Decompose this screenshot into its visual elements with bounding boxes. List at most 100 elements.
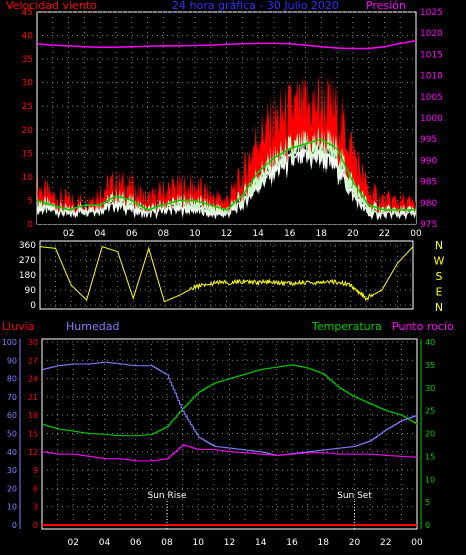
temperature-tick-label: 35 xyxy=(425,361,435,370)
time-tick-label: 18 xyxy=(318,538,330,548)
humidity-tick-label: 70 xyxy=(7,393,17,402)
dewpoint-line xyxy=(42,444,418,462)
wind-tick-label: 5 xyxy=(27,196,33,206)
temperature-tick-label: 40 xyxy=(425,338,435,347)
rain-tick-label: 24 xyxy=(28,375,38,384)
time-tick-label: 04 xyxy=(94,229,106,239)
humidity-tick-label: 10 xyxy=(7,503,17,512)
pressure-tick-label: 1000 xyxy=(420,114,443,124)
wind-time-axis: 02 04 06 08 10 12 14 16 18 20 22 00 xyxy=(63,229,422,239)
pressure-label: Presión xyxy=(366,0,406,12)
pressure-tick-label: 985 xyxy=(420,178,437,188)
wind-tick-label: 35 xyxy=(22,55,33,65)
direction-degree-axis: 0 90 180 270 360 xyxy=(19,241,36,311)
time-tick-label: 20 xyxy=(347,229,359,239)
humidity-tick-label: 90 xyxy=(7,356,17,365)
time-tick-label: 00 xyxy=(410,229,422,239)
direction-tick-label: 0 xyxy=(30,301,36,311)
humidity-tick-label: 50 xyxy=(7,430,17,439)
compass-label: S xyxy=(436,270,443,283)
humidity-tick-label: 30 xyxy=(7,466,17,475)
compass-label: N xyxy=(435,239,443,252)
pressure-tick-label: 995 xyxy=(420,135,437,145)
direction-panel-grid xyxy=(40,241,413,309)
pressure-tick-label: 1025 xyxy=(420,8,443,18)
wind-avg-line xyxy=(36,148,417,219)
temperature-tick-label: 25 xyxy=(425,407,435,416)
time-tick-label: 02 xyxy=(63,229,74,239)
time-tick-label: 12 xyxy=(224,538,235,548)
wind-tick-label: 15 xyxy=(22,149,33,159)
time-tick-label: 02 xyxy=(68,538,79,548)
rain-tick-label: 0 xyxy=(33,521,38,530)
time-tick-label: 10 xyxy=(189,229,201,239)
pressure-series xyxy=(36,40,417,50)
wind-tick-label: 30 xyxy=(22,79,34,89)
temperature-tick-label: 10 xyxy=(425,475,435,484)
wind-speed-axis: 0 5 10 15 20 25 30 35 40 45 xyxy=(22,8,34,230)
pressure-tick-label: 980 xyxy=(420,199,437,209)
sun-marker-label: Sun Rise xyxy=(148,491,187,501)
wind-speed-label: Velocidad viento xyxy=(6,0,97,12)
wind-avg-gap xyxy=(37,141,416,224)
direction-tick-label: 180 xyxy=(19,271,36,281)
wind-tick-label: 20 xyxy=(22,126,34,136)
temperature-tick-label: 0 xyxy=(425,521,430,530)
time-tick-label: 14 xyxy=(255,538,267,548)
rain-tick-label: 21 xyxy=(28,393,38,402)
direction-series xyxy=(39,246,414,303)
temp-time-axis: 02 04 06 08 10 12 14 16 18 20 22 00 xyxy=(68,538,423,548)
temperature-tick-label: 30 xyxy=(425,384,435,393)
time-tick-label: 20 xyxy=(349,538,361,548)
time-tick-label: 08 xyxy=(161,538,173,548)
time-tick-label: 06 xyxy=(126,229,138,239)
humidity-tick-label: 60 xyxy=(7,411,17,420)
wind-tick-label: 45 xyxy=(22,8,33,18)
wind-tick-label: 25 xyxy=(22,102,33,112)
wind-series xyxy=(36,73,417,224)
rain-axis: 0 3 6 9 12 15 18 21 24 27 30 xyxy=(28,338,38,530)
time-tick-label: 14 xyxy=(252,229,264,239)
humidity-axis: 0 10 20 30 40 50 60 70 80 90 100 xyxy=(2,338,21,530)
temperature-label: Temperatura xyxy=(311,320,382,333)
dewpoint-label: Punto rocío xyxy=(392,320,454,333)
rain-tick-label: 12 xyxy=(28,448,38,457)
pressure-line xyxy=(36,40,417,50)
rain-tick-label: 27 xyxy=(28,356,38,365)
humidity-tick-label: 40 xyxy=(7,448,17,457)
time-tick-label: 08 xyxy=(158,229,170,239)
temperature-tick-label: 15 xyxy=(425,452,435,461)
pressure-tick-label: 1010 xyxy=(420,72,443,82)
direction-line xyxy=(39,246,414,303)
sun-markers: Sun Rise Sun Set xyxy=(148,491,372,529)
time-tick-label: 22 xyxy=(379,229,390,239)
pressure-tick-label: 975 xyxy=(420,220,437,230)
time-tick-label: 16 xyxy=(284,229,296,239)
compass-label: W xyxy=(434,255,445,268)
sun-marker-label: Sun Set xyxy=(337,491,372,501)
humidity-tick-label: 100 xyxy=(2,338,17,347)
compass-label: E xyxy=(436,286,443,299)
temperature-tick-label: 20 xyxy=(425,430,435,439)
pressure-tick-label: 990 xyxy=(420,156,437,166)
temperature-tick-label: 5 xyxy=(425,498,430,507)
time-tick-label: 18 xyxy=(316,229,328,239)
time-tick-label: 04 xyxy=(99,538,111,548)
time-tick-label: 00 xyxy=(411,538,423,548)
pressure-tick-label: 1005 xyxy=(420,93,443,103)
compass-label: N xyxy=(435,301,443,314)
pressure-tick-label: 1015 xyxy=(420,50,443,60)
humidity-tick-label: 20 xyxy=(7,484,17,493)
rain-tick-label: 3 xyxy=(33,503,38,512)
pressure-tick-label: 1020 xyxy=(420,29,443,39)
wind-tick-label: 40 xyxy=(22,32,34,42)
wind-mean-line xyxy=(36,138,416,211)
chart-title: 24 hora gráfica - 30 Julio 2020 xyxy=(172,0,339,12)
rain-tick-label: 15 xyxy=(28,430,38,439)
rain-tick-label: 30 xyxy=(28,338,38,347)
